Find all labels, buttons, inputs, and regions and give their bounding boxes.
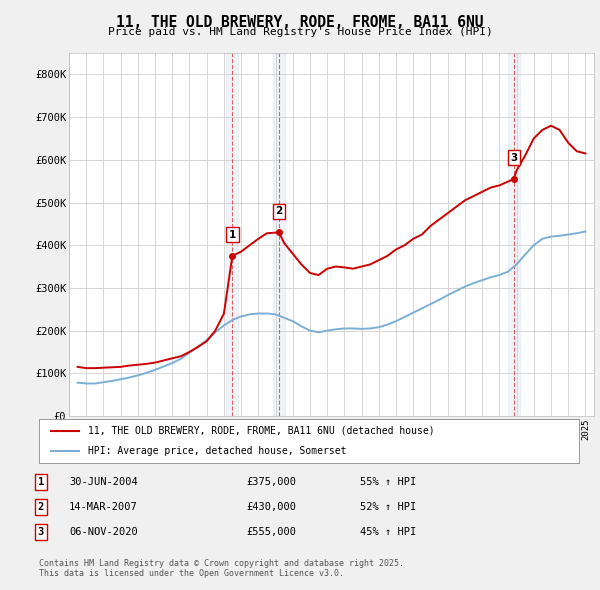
Text: 2: 2 [275,206,283,216]
Text: £375,000: £375,000 [246,477,296,487]
Text: 14-MAR-2007: 14-MAR-2007 [69,502,138,512]
Text: 30-JUN-2004: 30-JUN-2004 [69,477,138,487]
Bar [508,53,520,416]
Text: This data is licensed under the Open Government Licence v3.0.: This data is licensed under the Open Gov… [39,569,344,578]
Text: Price paid vs. HM Land Registry's House Price Index (HPI): Price paid vs. HM Land Registry's House … [107,27,493,37]
Text: 06-NOV-2020: 06-NOV-2020 [69,527,138,536]
Text: 2: 2 [38,502,44,512]
Text: 11, THE OLD BREWERY, RODE, FROME, BA11 6NU: 11, THE OLD BREWERY, RODE, FROME, BA11 6… [116,15,484,30]
Text: 55% ↑ HPI: 55% ↑ HPI [360,477,416,487]
Text: 45% ↑ HPI: 45% ↑ HPI [360,527,416,536]
Text: £430,000: £430,000 [246,502,296,512]
Bar [226,53,238,416]
Text: HPI: Average price, detached house, Somerset: HPI: Average price, detached house, Some… [88,446,346,456]
Text: 3: 3 [38,527,44,536]
Text: 52% ↑ HPI: 52% ↑ HPI [360,502,416,512]
Bar [273,53,285,416]
Text: 11, THE OLD BREWERY, RODE, FROME, BA11 6NU (detached house): 11, THE OLD BREWERY, RODE, FROME, BA11 6… [88,426,434,436]
Text: 1: 1 [229,230,236,240]
Text: 1: 1 [38,477,44,487]
Text: 3: 3 [510,153,517,163]
Text: Contains HM Land Registry data © Crown copyright and database right 2025.: Contains HM Land Registry data © Crown c… [39,559,404,568]
Text: £555,000: £555,000 [246,527,296,536]
